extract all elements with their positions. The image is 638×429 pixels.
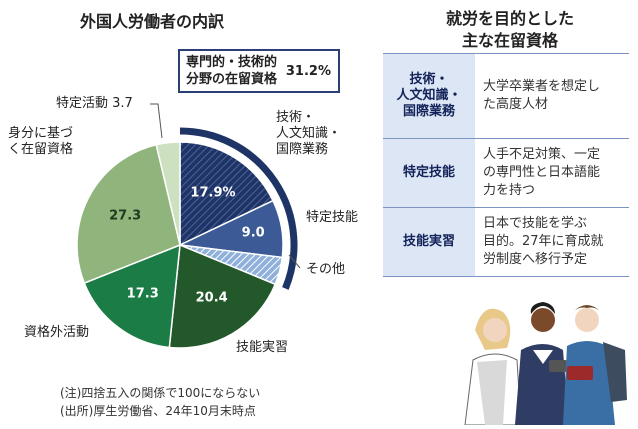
workers-illustration [464,302,627,425]
person-middle [515,302,569,425]
label-tokutei-gino: 特定技能 [306,210,359,225]
note-2: (出所)厚生労働省、24年10月末時点 [60,404,256,418]
slice-value-label: 9.0 [241,225,265,241]
person-right [563,305,627,425]
leader-tokutei-katsudo [150,103,163,139]
label-gijutsu: 技術・ 人文知識・ 国際業務 [276,110,342,157]
leader-lines [150,103,301,269]
pie-slice [179,141,274,247]
table-row: 技能実習 日本で技能を学ぶ 目的。27年に育成就 労制度へ移行予定 [383,207,629,277]
chart-title: 外国人労働者の内訳 [80,12,225,31]
label-shikakugai: 資格外活動 [24,325,90,340]
slice-value-label: 20.4 [195,290,228,306]
desc-gino-jisshu: 日本で技能を学ぶ 目的。27年に育成就 労制度へ移行予定 [475,207,629,277]
slice-value-label: 17.3 [126,286,159,302]
table-row: 特定技能 人手不足対策、一定 の専門性と日本語能 力を持つ [383,138,629,208]
leader-sonota [288,254,301,269]
table-title: 就労を目的とした 主な在留資格 [445,9,574,50]
term-gino-jisshu: 技能実習 [383,207,475,277]
person-left [464,308,522,425]
pie-slice [168,243,277,349]
callout-box: 専門的・技術的 分野の在留資格 31.2% [178,49,340,93]
label-mibun: 身分に基づ く在留資格 [8,126,74,157]
label-sonota: その他 [306,262,346,277]
visa-table: 技術・ 人文知識・ 国際業務 大学卒業者を想定し た高度人材 特定技能 人手不足… [383,53,629,277]
label-tokutei-katsudo: 特定活動 3.7 [56,96,133,111]
term-gijutsu: 技術・ 人文知識・ 国際業務 [383,53,475,139]
pie-slice [83,243,181,349]
pie-chart [76,127,298,349]
note-1: (注)四捨五入の関係で100にならない [60,386,261,400]
table-row: 技術・ 人文知識・ 国際業務 大学卒業者を想定し た高度人材 [383,53,629,139]
slice-value-label: 17.9% [190,185,236,201]
callout-text: 専門的・技術的 分野の在留資格 [186,55,278,87]
slice-value-label: 27.3 [109,208,142,224]
bracket-arc [179,127,298,290]
pie-slice [76,143,181,285]
callout-percent: 31.2% [285,64,331,79]
desc-tokutei-gino: 人手不足対策、一定 の専門性と日本語能 力を持つ [475,138,629,208]
label-gino-jisshu: 技能実習 [236,340,289,355]
pie-slice [155,141,181,246]
term-tokutei-gino: 特定技能 [383,138,475,208]
desc-gijutsu: 大学卒業者を想定し た高度人材 [475,53,629,139]
